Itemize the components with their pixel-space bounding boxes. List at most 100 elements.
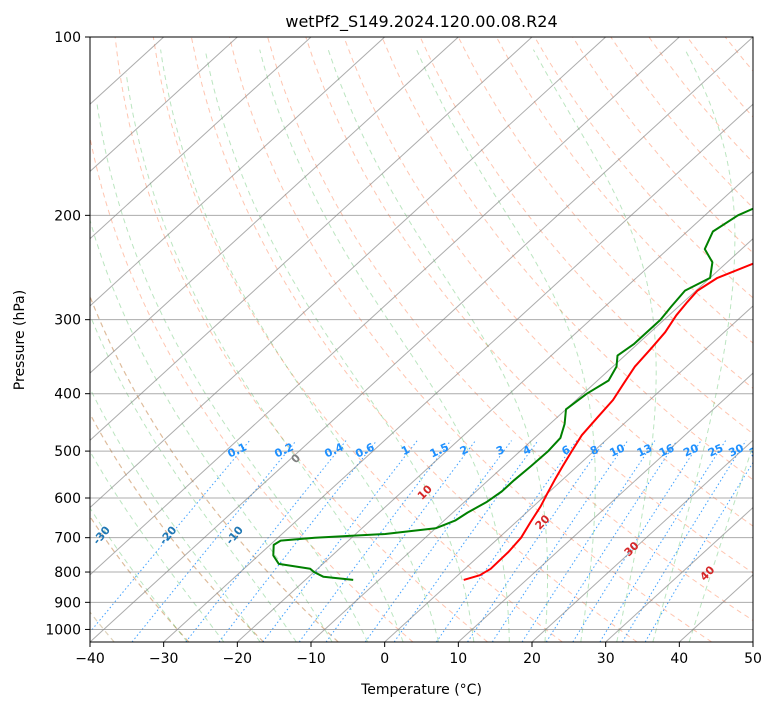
y-axis-label: Pressure (hPa) xyxy=(12,290,28,390)
y-tick-label: 900 xyxy=(54,595,81,611)
mixing-ratio-line xyxy=(467,440,606,642)
y-tick-label: 700 xyxy=(54,531,81,547)
mixing-ratio-line xyxy=(572,440,702,642)
x-tick-label: −20 xyxy=(223,651,253,667)
y-tick-label: 800 xyxy=(54,565,81,581)
y-tick-label: 500 xyxy=(54,444,81,460)
mixing-ratio-label: 30 xyxy=(727,441,747,459)
dry-adiabat-label: -30 xyxy=(90,523,113,547)
grid-layer xyxy=(90,37,753,642)
isotherm xyxy=(752,641,753,642)
mixing-ratio-line xyxy=(599,440,727,642)
isotherm xyxy=(605,506,753,642)
moist-adiabat xyxy=(259,49,510,642)
y-tick-label: 400 xyxy=(54,387,81,403)
mixing-ratio-label: 20 xyxy=(681,441,701,459)
x-tick-label: −10 xyxy=(296,651,326,667)
moist-adiabat xyxy=(327,49,548,642)
dry-adiabat xyxy=(90,515,190,642)
moist-adiabat-label: 30 xyxy=(622,539,642,559)
dry-adiabat xyxy=(343,37,753,527)
moist-adiabat xyxy=(652,49,736,642)
x-tick-label: 50 xyxy=(744,651,762,667)
x-tick-label: 40 xyxy=(670,651,688,667)
mixing-ratio-label: 16 xyxy=(657,441,677,459)
mixing-ratio-label: 13 xyxy=(635,441,654,459)
isotherm xyxy=(90,37,680,576)
data-layer xyxy=(272,207,753,581)
dry-adiabat xyxy=(229,37,712,642)
dry-adiabat-label: -20 xyxy=(157,523,180,547)
mixing-ratio-label: 0.4 xyxy=(322,440,345,460)
dry-adiabat xyxy=(572,37,753,254)
dry-adiabat xyxy=(90,412,264,642)
mixing-ratio-line xyxy=(491,440,629,642)
mixing-ratio-label: 8 xyxy=(588,443,600,458)
chart-title: wetPf2_S149.2024.120.00.08.R24 xyxy=(285,12,557,32)
dry-adiabat xyxy=(114,37,488,642)
x-axis-label: Temperature (°C) xyxy=(360,682,482,698)
isotherm xyxy=(310,237,753,642)
dry-adiabat xyxy=(152,37,563,642)
mixing-ratio-line xyxy=(545,440,678,642)
y-tick-label: 300 xyxy=(54,313,81,329)
moist-adiabat-label: 10 xyxy=(415,482,435,502)
mixing-ratio-line xyxy=(435,440,578,642)
moist-adiabat xyxy=(204,49,475,642)
isotherm xyxy=(457,372,753,642)
moist-adiabat-label: 40 xyxy=(697,563,717,583)
mixing-ratio-line xyxy=(131,440,297,642)
dry-adiabat xyxy=(90,515,190,642)
x-tick-label: −30 xyxy=(149,651,179,667)
dry-adiabat xyxy=(190,37,638,642)
mixing-ratio-line xyxy=(218,440,378,642)
dry-adiabat xyxy=(648,37,753,164)
moist-adiabat xyxy=(532,49,657,642)
dry-adiabat xyxy=(534,37,753,299)
isotherm xyxy=(90,37,607,509)
dry-adiabat xyxy=(90,294,339,642)
y-tick-label: 200 xyxy=(54,208,81,224)
isotherm xyxy=(90,37,459,374)
mixing-ratio-line xyxy=(644,461,753,642)
moist-adiabat xyxy=(90,507,188,642)
mixing-ratio-line xyxy=(364,440,512,642)
isotherm xyxy=(236,170,753,642)
y-tick-label: 1000 xyxy=(45,622,81,638)
mixing-ratio-line xyxy=(90,440,250,633)
plot-frame xyxy=(89,36,754,643)
moist-adiabat xyxy=(90,450,225,642)
mixing-ratio-line xyxy=(325,440,476,642)
mixing-ratio-line xyxy=(621,440,747,642)
x-tick-label: 20 xyxy=(523,651,541,667)
y-tick-label: 100 xyxy=(54,30,81,46)
dry-adiabat xyxy=(724,37,753,72)
dry-adiabat xyxy=(267,37,753,622)
isotherm xyxy=(90,37,238,173)
dry-adiabat xyxy=(90,412,264,642)
moist-adiabat xyxy=(125,72,404,642)
series-line-dewpoint xyxy=(272,207,753,581)
x-tick-label: 0 xyxy=(380,651,389,667)
isotherm xyxy=(90,37,386,307)
mixing-ratio-line xyxy=(298,440,452,642)
moist-adiabat xyxy=(90,387,261,642)
mixing-ratio-label: 10 xyxy=(608,441,628,459)
mixing-ratio-label: 0.1 xyxy=(226,441,249,461)
x-tick-label: 30 xyxy=(597,651,615,667)
x-tick-label: 10 xyxy=(449,651,467,667)
series-line-temperature xyxy=(463,262,753,581)
mixing-ratio-label: 1.5 xyxy=(428,441,451,461)
mixing-ratio-label: 2 xyxy=(458,443,470,458)
y-tick-label: 600 xyxy=(54,491,81,507)
mixing-ratio-line xyxy=(521,440,656,642)
dry-adiabat xyxy=(90,295,339,642)
moist-adiabat xyxy=(160,49,439,642)
isotherm xyxy=(90,37,312,240)
mixing-ratio-label: 0.6 xyxy=(353,440,376,460)
moist-adiabat xyxy=(688,443,753,642)
dry-adiabat xyxy=(305,37,753,574)
dry-adiabat xyxy=(686,37,753,118)
dry-adiabat xyxy=(457,37,753,389)
moist-adiabat xyxy=(90,218,333,642)
